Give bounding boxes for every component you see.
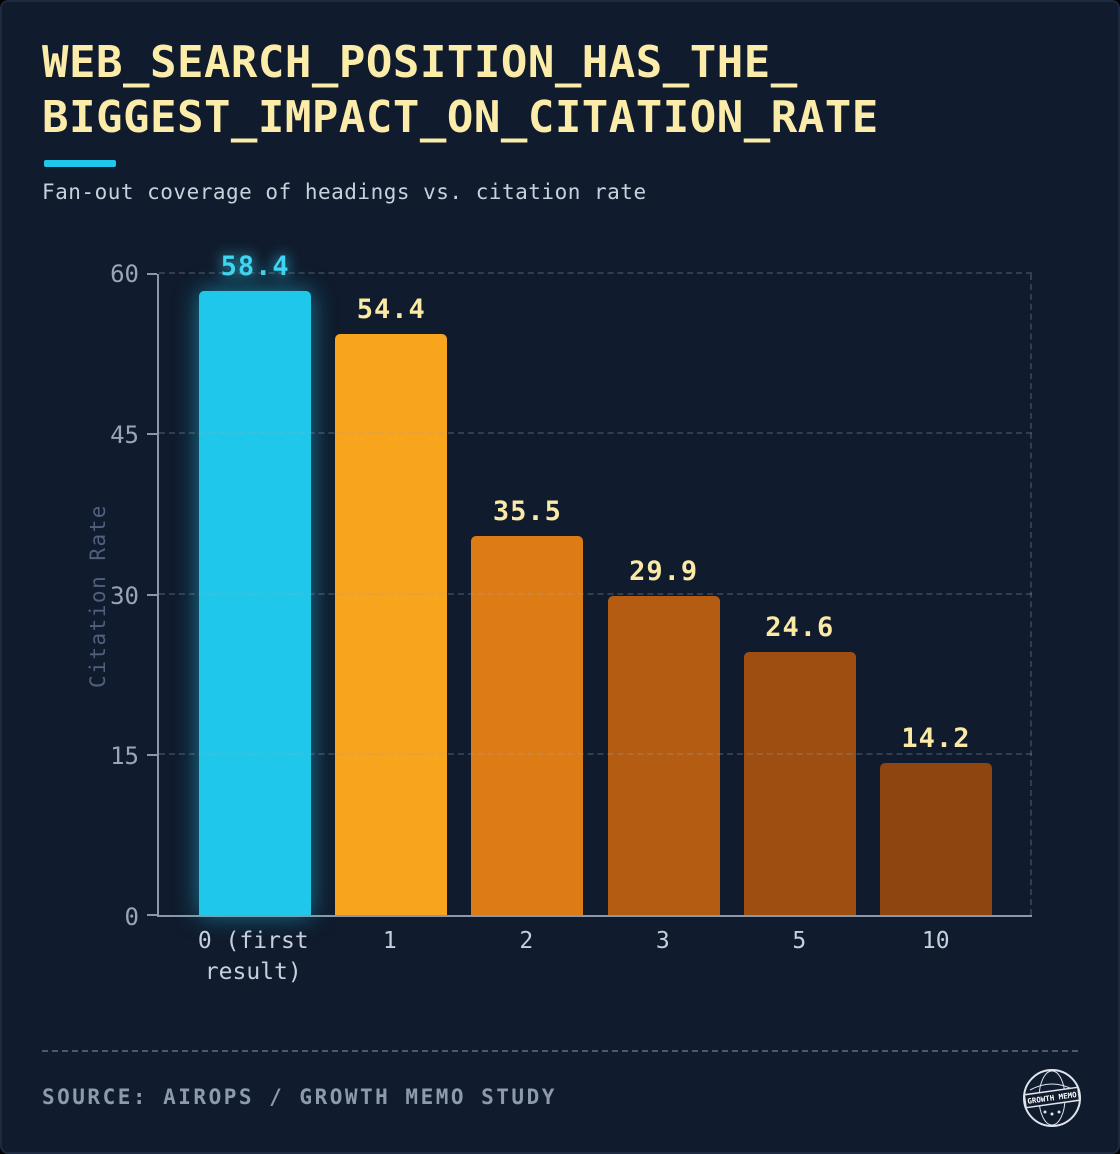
bar-column: 14.2 bbox=[868, 274, 1004, 915]
x-axis-labels: 0 (first result) 1 2 3 5 10 bbox=[157, 926, 1032, 988]
title-line-2: BIGGEST_IMPACT_ON_CITATION_RATE bbox=[42, 91, 879, 143]
source-text: SOURCE: AIROPS / GROWTH MEMO STUDY bbox=[42, 1085, 557, 1109]
x-axis-label: 1 bbox=[382, 928, 397, 954]
x-axis-label: 2 bbox=[519, 928, 534, 954]
bar bbox=[335, 333, 448, 915]
y-tick-label: 15 bbox=[110, 742, 139, 771]
bar bbox=[607, 595, 720, 915]
gridline bbox=[159, 432, 1032, 435]
bar bbox=[743, 652, 856, 915]
gridline bbox=[159, 272, 1032, 274]
y-tick-mark bbox=[147, 753, 157, 756]
bar-column: 35.5 bbox=[459, 274, 595, 915]
y-tick-label: 60 bbox=[110, 260, 139, 288]
x-axis-label: 5 bbox=[792, 928, 807, 954]
bar-value-label: 54.4 bbox=[356, 293, 426, 325]
y-axis: 0 15 30 45 60 bbox=[2, 260, 143, 931]
bar-column: 24.6 bbox=[732, 274, 868, 915]
bars-container: 58.4 54.4 35.5 29.9 24.6 14.2 bbox=[159, 251, 1032, 915]
chart-subtitle: Fan-out coverage of headings vs. citatio… bbox=[42, 180, 647, 204]
y-tick-mark bbox=[147, 593, 157, 596]
y-tick-mark bbox=[147, 914, 157, 916]
growth-memo-logo: GROWTH MEMO bbox=[1020, 1066, 1084, 1134]
y-tick-mark bbox=[147, 433, 157, 436]
growth-memo-logo-stamp: GROWTH MEMO bbox=[1023, 1069, 1081, 1127]
page-title: WEB_SEARCH_POSITION_HAS_THE_ BIGGEST_IMP… bbox=[42, 36, 879, 145]
gridline bbox=[159, 752, 1032, 755]
x-axis-label: 3 bbox=[655, 928, 670, 954]
bar-value-label: 35.5 bbox=[492, 495, 562, 527]
bar-value-label: 24.6 bbox=[765, 612, 835, 644]
y-tick-label: 30 bbox=[110, 581, 139, 610]
x-axis-label: 0 (first result) bbox=[197, 928, 309, 986]
bar bbox=[471, 535, 584, 915]
bar-value-label: 14.2 bbox=[901, 723, 971, 755]
bar bbox=[879, 763, 992, 915]
bar-value-label: 58.4 bbox=[220, 251, 290, 283]
footer-divider bbox=[42, 1050, 1078, 1052]
y-tick-mark bbox=[147, 273, 157, 275]
plot-area: 58.4 54.4 35.5 29.9 24.6 14.2 bbox=[147, 251, 1032, 917]
bar-column: 29.9 bbox=[596, 274, 732, 915]
title-line-1: WEB_SEARCH_POSITION_HAS_THE_ bbox=[42, 37, 798, 88]
bar-value-label: 29.9 bbox=[629, 555, 699, 587]
plot-right-edge bbox=[1030, 274, 1032, 915]
title-accent-bar bbox=[44, 160, 116, 167]
gridline bbox=[159, 592, 1032, 595]
y-tick-label: 45 bbox=[110, 420, 139, 449]
x-axis-label: 10 bbox=[921, 928, 950, 954]
y-tick-label: 0 bbox=[124, 903, 139, 931]
bar-column: 58.4 bbox=[187, 251, 323, 915]
bar bbox=[199, 291, 312, 915]
bar-column: 54.4 bbox=[323, 274, 459, 915]
